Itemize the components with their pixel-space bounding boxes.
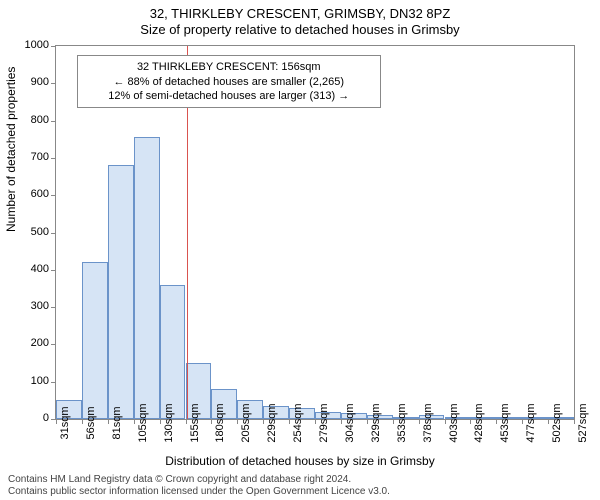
y-tick-label: 400 bbox=[31, 263, 49, 275]
y-tick-label: 300 bbox=[31, 300, 49, 312]
x-tick-label: 105sqm bbox=[137, 403, 149, 442]
x-tick-mark bbox=[315, 419, 316, 424]
x-tick-label: 81sqm bbox=[111, 406, 123, 439]
x-tick-label: 155sqm bbox=[189, 403, 201, 442]
plot-area: 31sqm56sqm81sqm105sqm130sqm155sqm180sqm2… bbox=[55, 45, 575, 420]
y-tick-label: 500 bbox=[31, 226, 49, 238]
x-tick-label: 527sqm bbox=[577, 403, 589, 442]
chart-title: 32, THIRKLEBY CRESCENT, GRIMSBY, DN32 8P… bbox=[0, 0, 600, 21]
annotation-box: 32 THIRKLEBY CRESCENT: 156sqm← 88% of de… bbox=[77, 55, 381, 108]
x-tick-mark bbox=[496, 419, 497, 424]
x-tick-label: 31sqm bbox=[59, 406, 71, 439]
y-tick-label: 1000 bbox=[25, 39, 49, 51]
x-tick-mark bbox=[263, 419, 264, 424]
x-tick-label: 378sqm bbox=[422, 403, 434, 442]
x-tick-mark bbox=[56, 419, 57, 424]
histogram-bar bbox=[160, 285, 186, 419]
x-tick-mark bbox=[548, 419, 549, 424]
x-axis-label: Distribution of detached houses by size … bbox=[0, 454, 600, 468]
x-tick-mark bbox=[367, 419, 368, 424]
x-tick-label: 180sqm bbox=[214, 403, 226, 442]
histogram-bar bbox=[134, 137, 160, 419]
y-tick-label: 700 bbox=[31, 151, 49, 163]
x-tick-mark bbox=[522, 419, 523, 424]
footer-line-1: Contains HM Land Registry data © Crown c… bbox=[8, 474, 390, 486]
x-tick-label: 304sqm bbox=[344, 403, 356, 442]
y-tick-mark bbox=[51, 344, 56, 345]
y-tick-label: 900 bbox=[31, 76, 49, 88]
x-tick-label: 502sqm bbox=[551, 403, 563, 442]
x-tick-label: 428sqm bbox=[473, 403, 485, 442]
histogram-bar bbox=[82, 262, 108, 419]
y-tick-labels: 01002003004005006007008009001000 bbox=[0, 45, 52, 420]
y-tick-mark bbox=[51, 158, 56, 159]
x-tick-label: 130sqm bbox=[163, 403, 175, 442]
x-tick-label: 279sqm bbox=[318, 403, 330, 442]
y-tick-mark bbox=[51, 83, 56, 84]
annotation-line: 32 THIRKLEBY CRESCENT: 156sqm bbox=[84, 60, 374, 74]
x-tick-mark bbox=[341, 419, 342, 424]
x-tick-mark bbox=[108, 419, 109, 424]
x-tick-label: 254sqm bbox=[292, 403, 304, 442]
x-tick-mark bbox=[470, 419, 471, 424]
x-tick-label: 403sqm bbox=[448, 403, 460, 442]
footer-line-2: Contains public sector information licen… bbox=[8, 486, 390, 498]
x-tick-label: 477sqm bbox=[525, 403, 537, 442]
y-tick-mark bbox=[51, 307, 56, 308]
annotation-line: ← 88% of detached houses are smaller (2,… bbox=[84, 75, 374, 89]
y-tick-mark bbox=[51, 121, 56, 122]
x-tick-label: 229sqm bbox=[266, 403, 278, 442]
y-tick-mark bbox=[51, 270, 56, 271]
x-tick-mark bbox=[186, 419, 187, 424]
x-tick-mark bbox=[237, 419, 238, 424]
x-tick-mark bbox=[289, 419, 290, 424]
x-tick-mark bbox=[134, 419, 135, 424]
x-tick-label: 329sqm bbox=[370, 403, 382, 442]
x-tick-label: 353sqm bbox=[396, 403, 408, 442]
x-tick-label: 205sqm bbox=[240, 403, 252, 442]
chart-subtitle: Size of property relative to detached ho… bbox=[0, 21, 600, 37]
y-tick-mark bbox=[51, 233, 56, 234]
y-tick-label: 0 bbox=[43, 412, 49, 424]
footer-attribution: Contains HM Land Registry data © Crown c… bbox=[8, 474, 390, 498]
x-tick-mark bbox=[419, 419, 420, 424]
x-tick-mark bbox=[211, 419, 212, 424]
x-tick-label: 453sqm bbox=[499, 403, 511, 442]
x-tick-mark bbox=[574, 419, 575, 424]
y-tick-mark bbox=[51, 382, 56, 383]
x-tick-label: 56sqm bbox=[85, 406, 97, 439]
x-tick-mark bbox=[445, 419, 446, 424]
y-tick-mark bbox=[51, 195, 56, 196]
y-tick-label: 800 bbox=[31, 114, 49, 126]
x-tick-mark bbox=[82, 419, 83, 424]
histogram-bar bbox=[108, 165, 134, 419]
y-tick-mark bbox=[51, 46, 56, 47]
y-tick-label: 600 bbox=[31, 188, 49, 200]
annotation-line: 12% of semi-detached houses are larger (… bbox=[84, 89, 374, 103]
y-tick-label: 100 bbox=[31, 375, 49, 387]
y-tick-label: 200 bbox=[31, 337, 49, 349]
x-tick-mark bbox=[393, 419, 394, 424]
x-tick-mark bbox=[160, 419, 161, 424]
chart-container: 32, THIRKLEBY CRESCENT, GRIMSBY, DN32 8P… bbox=[0, 0, 600, 500]
